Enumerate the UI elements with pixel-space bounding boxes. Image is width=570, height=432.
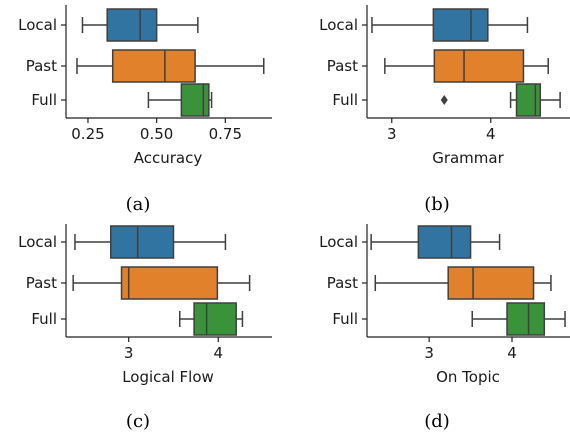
panel-c-local-box	[110, 225, 175, 259]
panel-c-xlabel: Logical Flow	[122, 368, 214, 386]
panel-b-category-label: Full	[332, 91, 358, 109]
panel-a-x-tick-label: 0.50	[140, 125, 173, 143]
panel-c-past-box	[120, 266, 219, 300]
panel-d-category-label: Local	[319, 233, 358, 251]
panel-c-category-label: Full	[31, 310, 57, 328]
panel-c-x-tick-label: 3	[124, 344, 134, 362]
panel-d-category-label: Past	[327, 274, 358, 292]
panel-c-category-label: Local	[18, 233, 57, 251]
panel-a: Accuracy (a) 0.25 0.50 0.75 Local Past Full	[18, 5, 272, 215]
panel-d-xlabel: On Topic	[436, 368, 500, 386]
panel-c-full-box	[193, 302, 237, 336]
panel-b-full-box	[515, 83, 542, 117]
panel-c: Logical Flow (c) 3 4 Local Past Full	[18, 224, 272, 432]
panel-b-category-label: Local	[319, 16, 358, 34]
panel-b-tag: (b)	[424, 194, 450, 215]
panel-a-local-box	[106, 8, 158, 42]
panel-d-category-label: Full	[332, 310, 358, 328]
panel-a-x-tick-label: 0.75	[209, 125, 242, 143]
panel-d: On Topic (d) 3 4 Local Past Full	[319, 224, 570, 432]
panel-a-tag: (a)	[126, 194, 151, 215]
panel-a-category-label: Full	[31, 91, 57, 109]
panel-b-x-tick-label: 3	[387, 125, 397, 143]
panel-d-tag: (d)	[424, 411, 450, 432]
panel-b-full-outlier	[440, 95, 448, 105]
panel-b-x-tick-label: 4	[486, 125, 496, 143]
panel-d-full-box	[506, 302, 546, 336]
panel-c-category-label: Past	[26, 274, 57, 292]
panel-a-past-box	[111, 49, 196, 83]
panel-a-xlabel: Accuracy	[134, 149, 203, 167]
panel-b-local-box	[432, 8, 489, 42]
panel-b-category-label: Past	[327, 57, 358, 75]
panel-c-x-tick-label: 4	[213, 344, 223, 362]
panel-b: Grammar (b) 3 4 Local Past Full	[319, 5, 570, 215]
panel-d-local-box	[417, 225, 472, 259]
panel-b-past-box	[433, 49, 525, 83]
panel-a-x-tick-label: 0.25	[71, 125, 104, 143]
panel-a-category-label: Local	[18, 16, 57, 34]
panel-a-full-box	[180, 83, 210, 117]
panel-d-x-tick-label: 3	[424, 344, 434, 362]
panel-c-tag: (c)	[126, 411, 150, 432]
panel-d-x-tick-label: 4	[507, 344, 517, 362]
panel-b-xlabel: Grammar	[432, 149, 504, 167]
panel-a-category-label: Past	[26, 57, 57, 75]
panel-d-past-box	[447, 266, 535, 300]
